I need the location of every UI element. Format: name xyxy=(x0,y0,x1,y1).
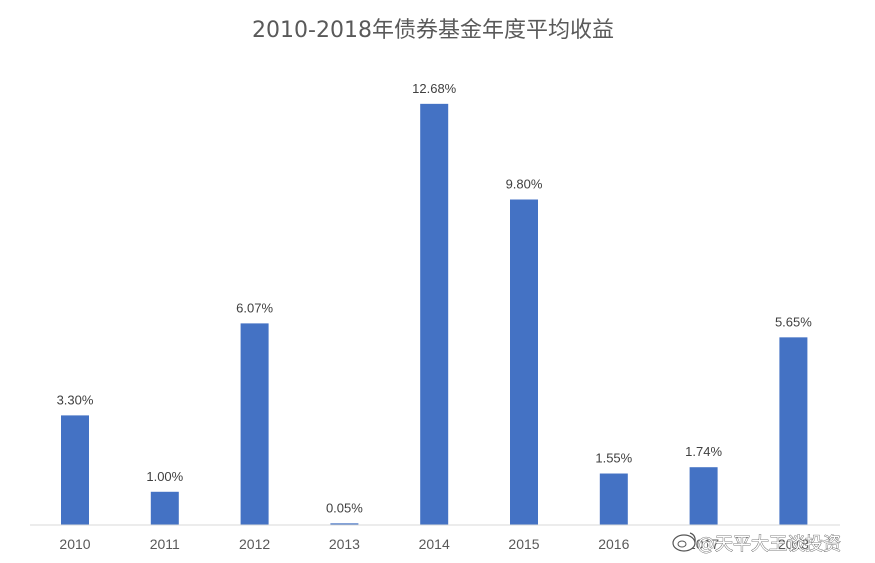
x-tick-label-2018: 2018 xyxy=(778,536,809,552)
data-label-2017: 1.74% xyxy=(685,444,722,459)
x-tick-label-2012: 2012 xyxy=(239,536,270,552)
chart-title: 2010-2018年债券基金年度平均收益 xyxy=(252,18,614,43)
data-label-2012: 6.07% xyxy=(236,300,273,315)
bar-2011 xyxy=(150,491,179,525)
x-tick-label-2011: 2011 xyxy=(150,536,180,552)
x-tick-label-2015: 2015 xyxy=(508,536,539,552)
bar-2010 xyxy=(61,415,89,525)
data-label-2015: 9.80% xyxy=(506,177,543,192)
x-tick-labels: 2010 2011 2012 2013 2014 2015 2016 2017 2018 xyxy=(59,536,809,552)
data-label-2016: 1.55% xyxy=(595,451,632,466)
x-tick-label-2014: 2014 xyxy=(419,536,450,552)
data-label-2013: 0.05% xyxy=(326,500,363,515)
x-tick-label-2013: 2013 xyxy=(329,536,360,552)
watermark: @天平大王谈投资 xyxy=(672,532,841,555)
bar-2017 xyxy=(689,467,718,525)
data-label-2010: 3.30% xyxy=(57,392,94,407)
weibo-icon xyxy=(672,532,696,552)
data-label-2018: 5.65% xyxy=(775,314,812,329)
x-tick-label-2010: 2010 xyxy=(59,536,90,552)
x-tick-label-2016: 2016 xyxy=(598,536,629,552)
bar-2015 xyxy=(510,199,538,525)
bar-2014 xyxy=(420,103,449,525)
bar-2012 xyxy=(240,323,269,525)
x-tick-label-2017: 2017 xyxy=(688,536,719,552)
data-label-2011: 1.00% xyxy=(146,469,183,484)
bars-group xyxy=(61,103,808,525)
data-label-2014: 12.68% xyxy=(412,81,457,96)
data-labels: 3.30% 1.00% 6.07% 0.05% 12.68% 9.80% 1.55% 1.74… xyxy=(57,81,813,515)
bar-2016 xyxy=(599,473,628,525)
bar-2013 xyxy=(330,523,359,525)
bar-2018 xyxy=(779,337,808,525)
watermark-text: @天平大王谈投资 xyxy=(697,534,841,555)
